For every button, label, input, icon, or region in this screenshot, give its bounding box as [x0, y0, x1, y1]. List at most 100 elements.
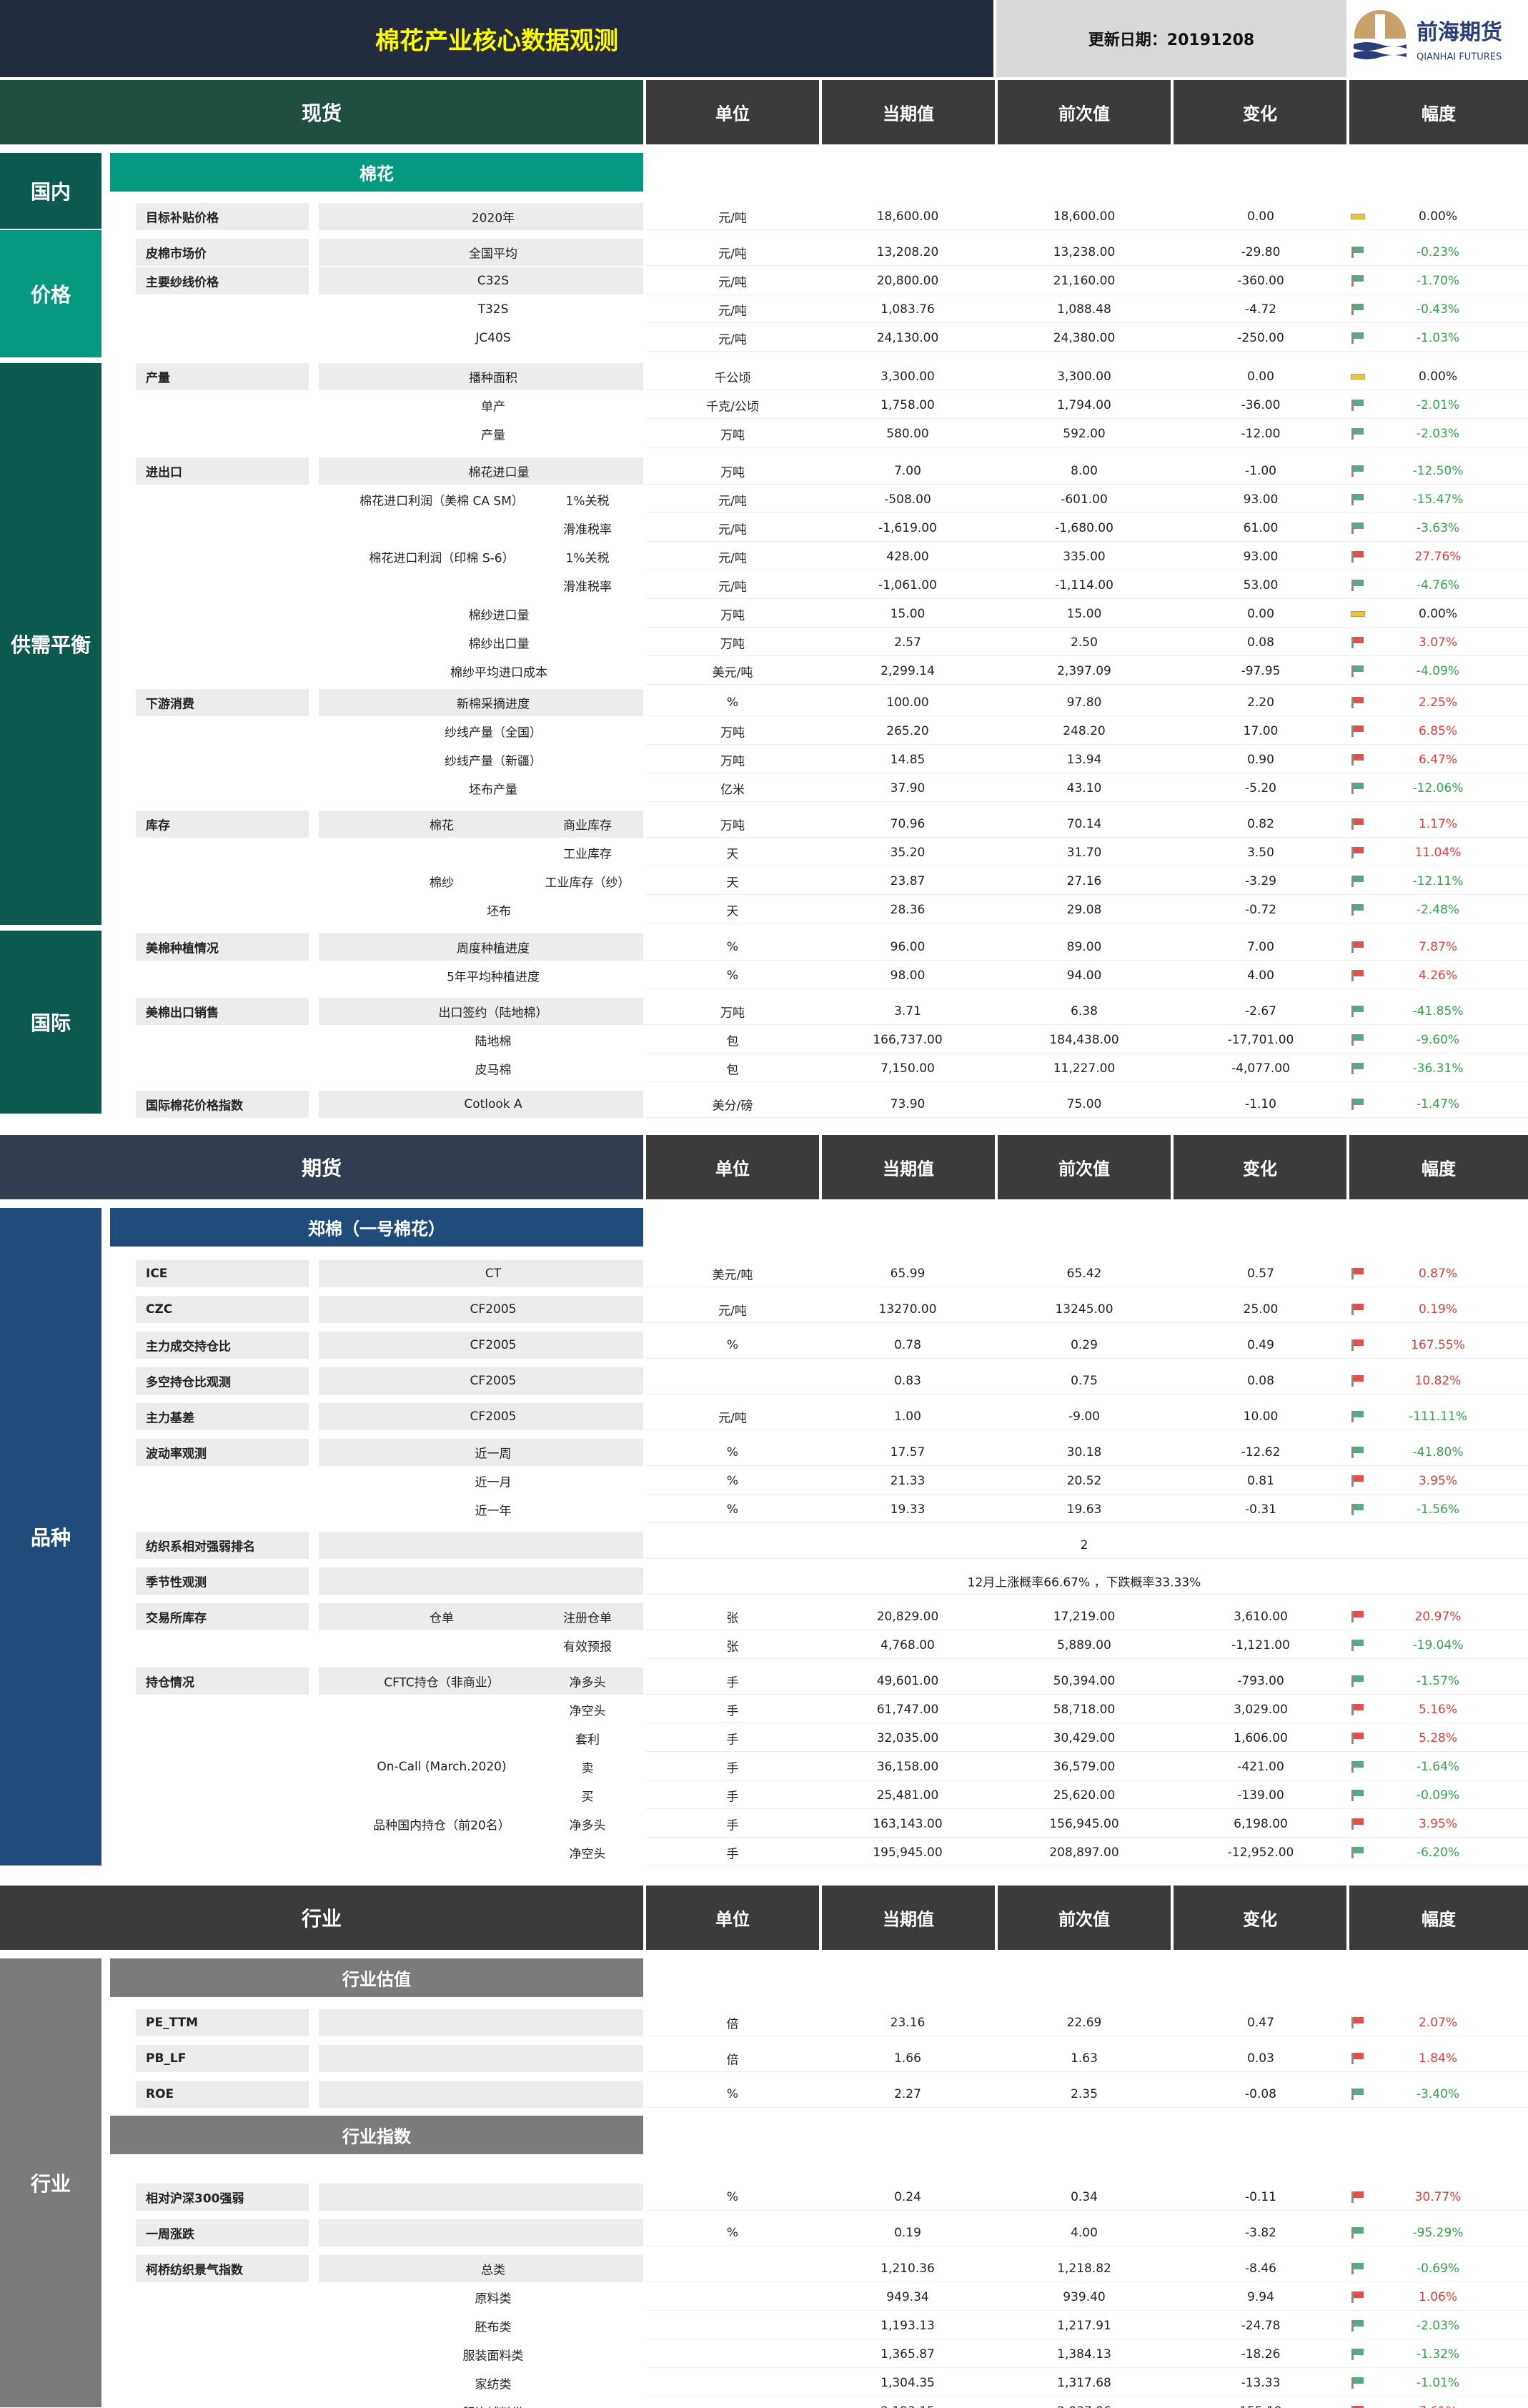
cell-prev: 1,384.13 — [1057, 2347, 1111, 2362]
red-flag-icon — [1351, 2291, 1365, 2303]
row-detail: 播种面积 — [469, 371, 517, 386]
side-label-domestic: 国内 — [30, 180, 71, 204]
cell-pct: 2.07% — [1418, 2016, 1458, 2030]
row-detail-bg — [319, 1567, 643, 1595]
cell-unit: 手 — [726, 1790, 739, 1805]
cell-chg: -24.78 — [1241, 2319, 1281, 2333]
row-detail-bg — [319, 689, 643, 716]
cell-prev: 36,579.00 — [1053, 1760, 1116, 1774]
row-underline — [646, 1358, 1528, 1359]
futures-col-header-2: 前次值 — [1058, 1159, 1110, 1179]
row-label-bg — [136, 1668, 309, 1695]
row-detail-bg — [319, 1668, 643, 1695]
green-flag-icon — [1351, 2349, 1365, 2360]
cell-unit: % — [726, 2190, 739, 2204]
row-label: 库存 — [146, 818, 170, 833]
cell-prev: 17,219.00 — [1053, 1610, 1116, 1624]
green-flag-icon — [1351, 428, 1365, 440]
row-underline — [646, 2396, 1528, 2397]
row-label: 产量 — [146, 371, 170, 386]
row-label: 下游消费 — [146, 697, 194, 712]
row-underline — [646, 541, 1528, 542]
cell-prev: 2.50 — [1071, 635, 1098, 650]
cell-prev: 13245.00 — [1055, 1302, 1113, 1317]
row-underline — [646, 1024, 1528, 1025]
row-detail: 陆地棉 — [475, 1034, 512, 1049]
row-detail-bg — [319, 267, 643, 294]
cell-pct: 7.87% — [1418, 940, 1458, 954]
green-flag-icon — [1351, 1063, 1365, 1074]
red-flag-icon — [1351, 941, 1365, 953]
cell-cur: 1,083.76 — [880, 302, 935, 317]
green-flag-icon — [1351, 580, 1365, 591]
row-label-bg — [136, 2184, 309, 2211]
cell-pct: -1.57% — [1416, 1674, 1460, 1688]
cell-cur: 98.00 — [890, 968, 926, 983]
green-flag-icon — [1351, 2377, 1365, 2389]
cell-chg: 1,606.00 — [1234, 1731, 1288, 1745]
cell-unit: 手 — [726, 1704, 739, 1719]
cell-prev: 592.00 — [1063, 427, 1106, 441]
cell-prev: 1,217.91 — [1057, 2319, 1111, 2333]
cell-unit: 倍 — [726, 2017, 739, 2032]
cell-pct: 20.97% — [1414, 1610, 1462, 1624]
row-underline — [646, 598, 1528, 599]
page-title: 棉花产业核心数据观测 — [375, 26, 618, 56]
row-underline — [646, 512, 1528, 513]
row-label: 美棉出口销售 — [146, 1006, 219, 1021]
cell-pct: -2.03% — [1416, 427, 1460, 441]
row-label-bg — [136, 811, 309, 838]
row-label-bg — [136, 1532, 309, 1559]
row-detail-2: 棉花进口量 — [468, 465, 530, 480]
cell-pct: 0.00% — [1418, 209, 1458, 224]
row-underline — [646, 801, 1528, 802]
cell-chg: 25.00 — [1243, 1302, 1279, 1317]
sub-header-zhengmian — [110, 1208, 643, 1247]
cell-chg: -13.33 — [1241, 2376, 1281, 2390]
cell-cur: 70.96 — [890, 817, 926, 831]
cell-chg: -1,121.00 — [1231, 1638, 1290, 1653]
row-span-value: 12月上涨概率66.67% ，下跌概率33.33% — [967, 1575, 1201, 1590]
row-label-bg — [136, 933, 309, 961]
row-underline — [646, 1117, 1528, 1118]
cell-prev: 13,238.00 — [1053, 245, 1116, 259]
cell-cur: 100.00 — [886, 695, 929, 710]
row-underline — [646, 655, 1528, 656]
cell-cur: 1.66 — [894, 2051, 921, 2066]
green-flag-icon — [1351, 2263, 1365, 2274]
cell-unit: 美元/吨 — [712, 1268, 753, 1283]
red-flag-icon — [1351, 818, 1365, 830]
row-detail-2: On-Call (March.2020) — [377, 1760, 507, 1774]
row-underline — [646, 1053, 1528, 1054]
cell-chg: -4,077.00 — [1231, 1061, 1290, 1076]
cell-cur: 7,150.00 — [880, 1061, 935, 1076]
row-detail: 新棉采摘进度 — [457, 697, 530, 712]
cell-unit: 千公顷 — [714, 371, 751, 386]
cell-chg: -8.46 — [1245, 2261, 1276, 2276]
cell-pct: 5.28% — [1418, 1731, 1458, 1745]
cell-cur: 265.20 — [886, 724, 929, 738]
cell-cur: 37.90 — [890, 781, 926, 796]
row-span-value: 2 — [1080, 1538, 1088, 1552]
futures-col-header-bg — [1174, 1135, 1346, 1199]
cell-prev: 184,438.00 — [1049, 1033, 1119, 1047]
cell-pct: -0.69% — [1416, 2261, 1460, 2276]
row-label-bg — [136, 1332, 309, 1359]
cell-unit: 手 — [726, 1733, 739, 1748]
cell-pct: -1.01% — [1416, 2376, 1460, 2390]
cell-chg: -3.82 — [1245, 2226, 1276, 2240]
cell-unit: 亿米 — [720, 783, 745, 798]
cell-unit: 天 — [726, 904, 739, 919]
cell-prev: -601.00 — [1061, 492, 1108, 507]
row-label: 波动率观测 — [146, 1447, 207, 1462]
row-detail: 坯布产量 — [469, 783, 517, 798]
green-flag-icon — [1351, 1034, 1365, 1046]
cell-chg: -18.26 — [1241, 2347, 1281, 2362]
side-label-price: 价格 — [30, 283, 71, 307]
cell-cur: 580.00 — [886, 427, 929, 441]
row-underline — [646, 684, 1528, 685]
row-underline — [646, 1465, 1528, 1466]
row-detail-2: 棉纱平均进口成本 — [450, 665, 547, 680]
row-detail: C32S — [477, 274, 510, 288]
cell-prev: 58,718.00 — [1053, 1703, 1116, 1717]
